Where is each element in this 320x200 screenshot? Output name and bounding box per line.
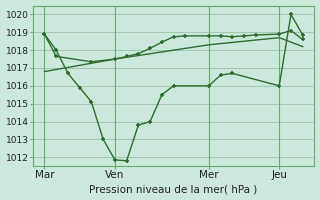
X-axis label: Pression niveau de la mer( hPa ): Pression niveau de la mer( hPa ) [90,184,258,194]
